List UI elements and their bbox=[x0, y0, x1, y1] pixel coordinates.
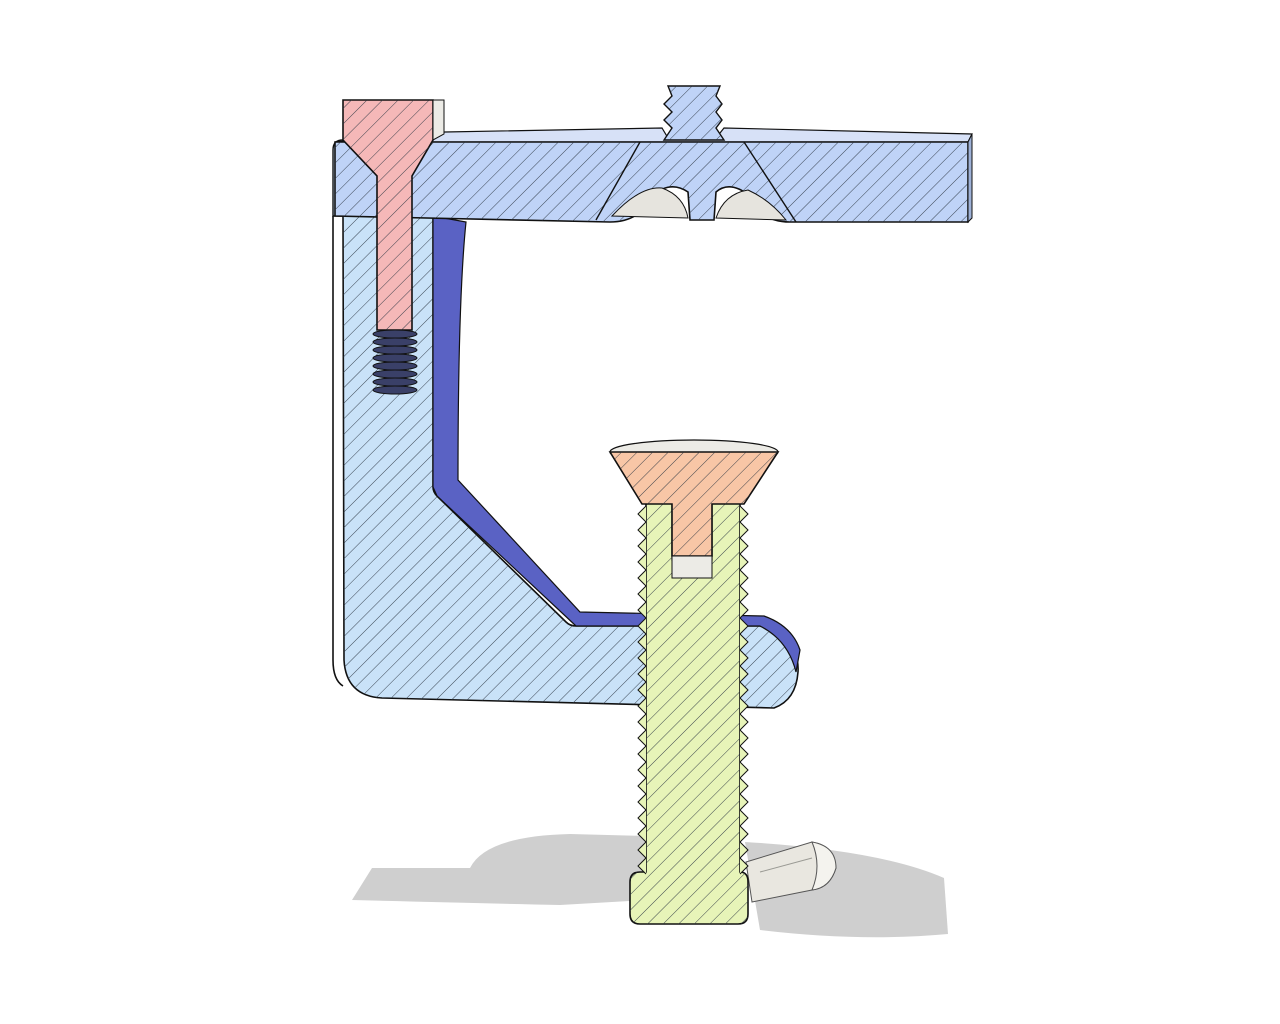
thread-tooth bbox=[739, 825, 749, 843]
top-bar bbox=[334, 85, 973, 224]
thread-tooth bbox=[637, 777, 647, 795]
thread-ring bbox=[372, 385, 418, 395]
thread-tooth bbox=[637, 505, 647, 523]
thread-tooth bbox=[637, 537, 647, 555]
thread-tooth bbox=[637, 729, 647, 747]
thread-tooth bbox=[739, 841, 749, 859]
thread-tooth bbox=[637, 681, 647, 699]
thread-tooth bbox=[637, 649, 647, 667]
thread-tooth bbox=[637, 761, 647, 779]
thread-tooth bbox=[637, 585, 647, 603]
thread-tooth bbox=[739, 537, 749, 555]
thread-tooth bbox=[637, 601, 647, 619]
cap-screw bbox=[342, 99, 445, 331]
thread-tooth bbox=[637, 521, 647, 539]
thread-ring bbox=[372, 337, 418, 347]
thread-tooth bbox=[739, 793, 749, 811]
thread-tooth bbox=[739, 745, 749, 763]
thread-tooth bbox=[637, 553, 647, 571]
thread-tooth bbox=[739, 601, 749, 619]
swivel-pad bbox=[608, 439, 780, 579]
thread-tooth bbox=[739, 633, 749, 651]
thread-ring bbox=[372, 329, 418, 339]
thread-tooth bbox=[739, 809, 749, 827]
thread-tooth bbox=[637, 569, 647, 587]
thread-tooth bbox=[637, 793, 647, 811]
thread-tooth bbox=[637, 809, 647, 827]
thread-tooth bbox=[739, 585, 749, 603]
thread-ring bbox=[372, 345, 418, 355]
thread-tooth bbox=[637, 857, 647, 875]
thread-ring bbox=[372, 369, 418, 379]
thread-ring bbox=[372, 361, 418, 371]
thread-ring bbox=[372, 353, 418, 363]
thread-tooth bbox=[637, 745, 647, 763]
thread-tooth bbox=[739, 553, 749, 571]
thread-tooth bbox=[637, 713, 647, 731]
thread-tooth bbox=[739, 569, 749, 587]
thread-tooth bbox=[739, 505, 749, 523]
thread-tooth bbox=[739, 521, 749, 539]
thread-tooth bbox=[739, 729, 749, 747]
thread-tooth bbox=[739, 617, 749, 635]
tapped-hole-threads bbox=[372, 329, 418, 395]
tommy-bar bbox=[745, 841, 837, 903]
frame-inner-wall bbox=[432, 215, 801, 673]
thread-tooth bbox=[739, 697, 749, 715]
thread-tooth bbox=[739, 761, 749, 779]
thread-tooth bbox=[637, 665, 647, 683]
thread-tooth bbox=[637, 633, 647, 651]
thread-tooth bbox=[739, 665, 749, 683]
thread-tooth bbox=[637, 825, 647, 843]
thread-tooth bbox=[739, 649, 749, 667]
thread-tooth bbox=[739, 713, 749, 731]
thread-tooth bbox=[637, 697, 647, 715]
thread-tooth bbox=[739, 681, 749, 699]
clamp-screw-threads bbox=[637, 505, 749, 875]
thread-ring bbox=[372, 377, 418, 387]
thread-tooth bbox=[739, 777, 749, 795]
thread-tooth bbox=[739, 857, 749, 875]
thread-tooth bbox=[637, 617, 647, 635]
thread-tooth bbox=[637, 841, 647, 859]
